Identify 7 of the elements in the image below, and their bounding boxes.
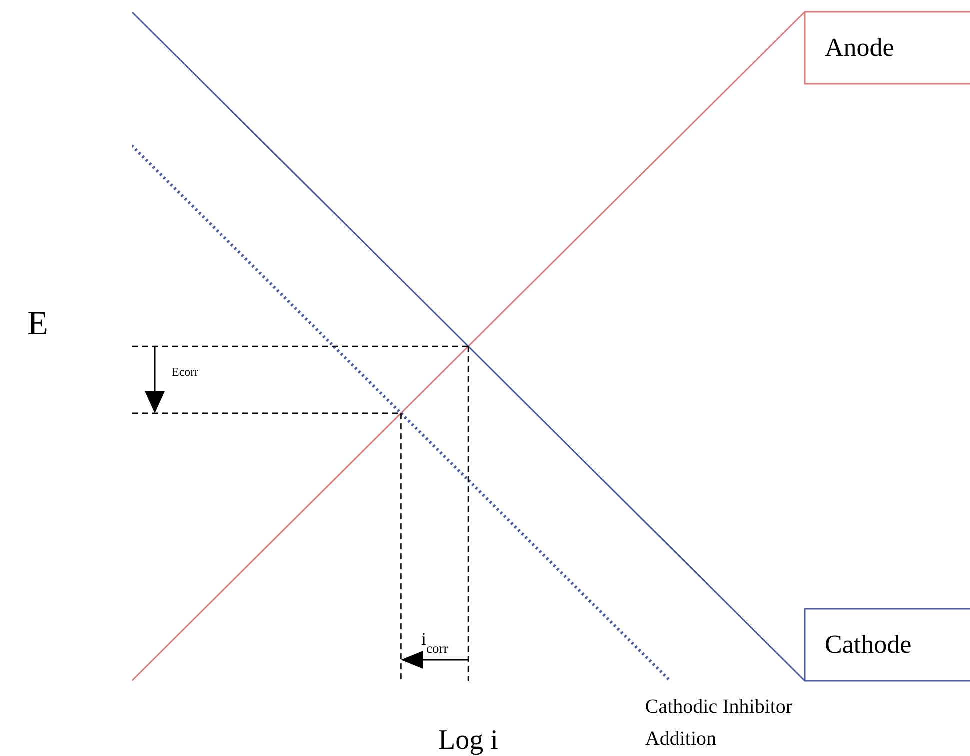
annotation: i$_{corr}$ xyxy=(421,629,449,656)
series-label: Anode xyxy=(825,33,894,62)
series-label: Cathodic Inhibitor Addition xyxy=(645,696,793,750)
y-axis-title: E xyxy=(28,306,48,342)
annotation: Ecorr xyxy=(172,364,199,379)
x-axis-title: Log i xyxy=(438,725,499,756)
series-label: Cathode xyxy=(825,630,912,659)
